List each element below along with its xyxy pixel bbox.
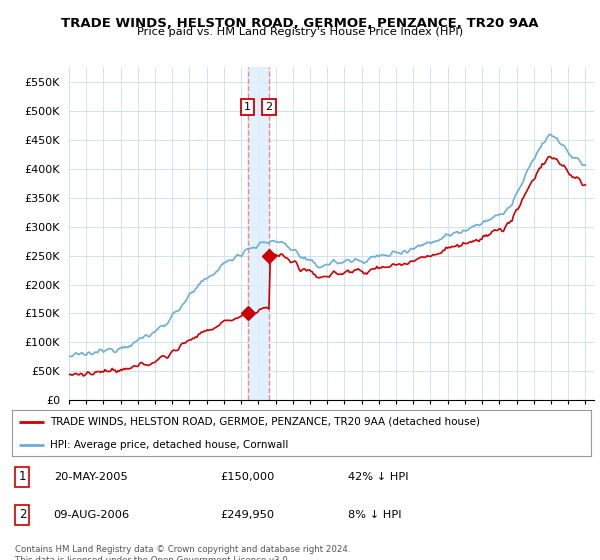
Text: 09-AUG-2006: 09-AUG-2006 xyxy=(53,510,130,520)
Text: Price paid vs. HM Land Registry's House Price Index (HPI): Price paid vs. HM Land Registry's House … xyxy=(137,27,463,37)
Text: 2: 2 xyxy=(19,508,26,521)
Text: 2: 2 xyxy=(265,102,272,112)
Text: 1: 1 xyxy=(244,102,251,112)
Text: 20-MAY-2005: 20-MAY-2005 xyxy=(53,472,127,482)
Text: 8% ↓ HPI: 8% ↓ HPI xyxy=(348,510,401,520)
Text: TRADE WINDS, HELSTON ROAD, GERMOE, PENZANCE, TR20 9AA: TRADE WINDS, HELSTON ROAD, GERMOE, PENZA… xyxy=(61,17,539,30)
Text: HPI: Average price, detached house, Cornwall: HPI: Average price, detached house, Corn… xyxy=(50,440,288,450)
Text: Contains HM Land Registry data © Crown copyright and database right 2024.
This d: Contains HM Land Registry data © Crown c… xyxy=(15,545,350,560)
Text: TRADE WINDS, HELSTON ROAD, GERMOE, PENZANCE, TR20 9AA (detached house): TRADE WINDS, HELSTON ROAD, GERMOE, PENZA… xyxy=(50,417,479,427)
Text: £249,950: £249,950 xyxy=(220,510,275,520)
Text: £150,000: £150,000 xyxy=(220,472,275,482)
Bar xyxy=(248,67,269,400)
Text: 42% ↓ HPI: 42% ↓ HPI xyxy=(348,472,409,482)
Text: 1: 1 xyxy=(19,470,26,483)
